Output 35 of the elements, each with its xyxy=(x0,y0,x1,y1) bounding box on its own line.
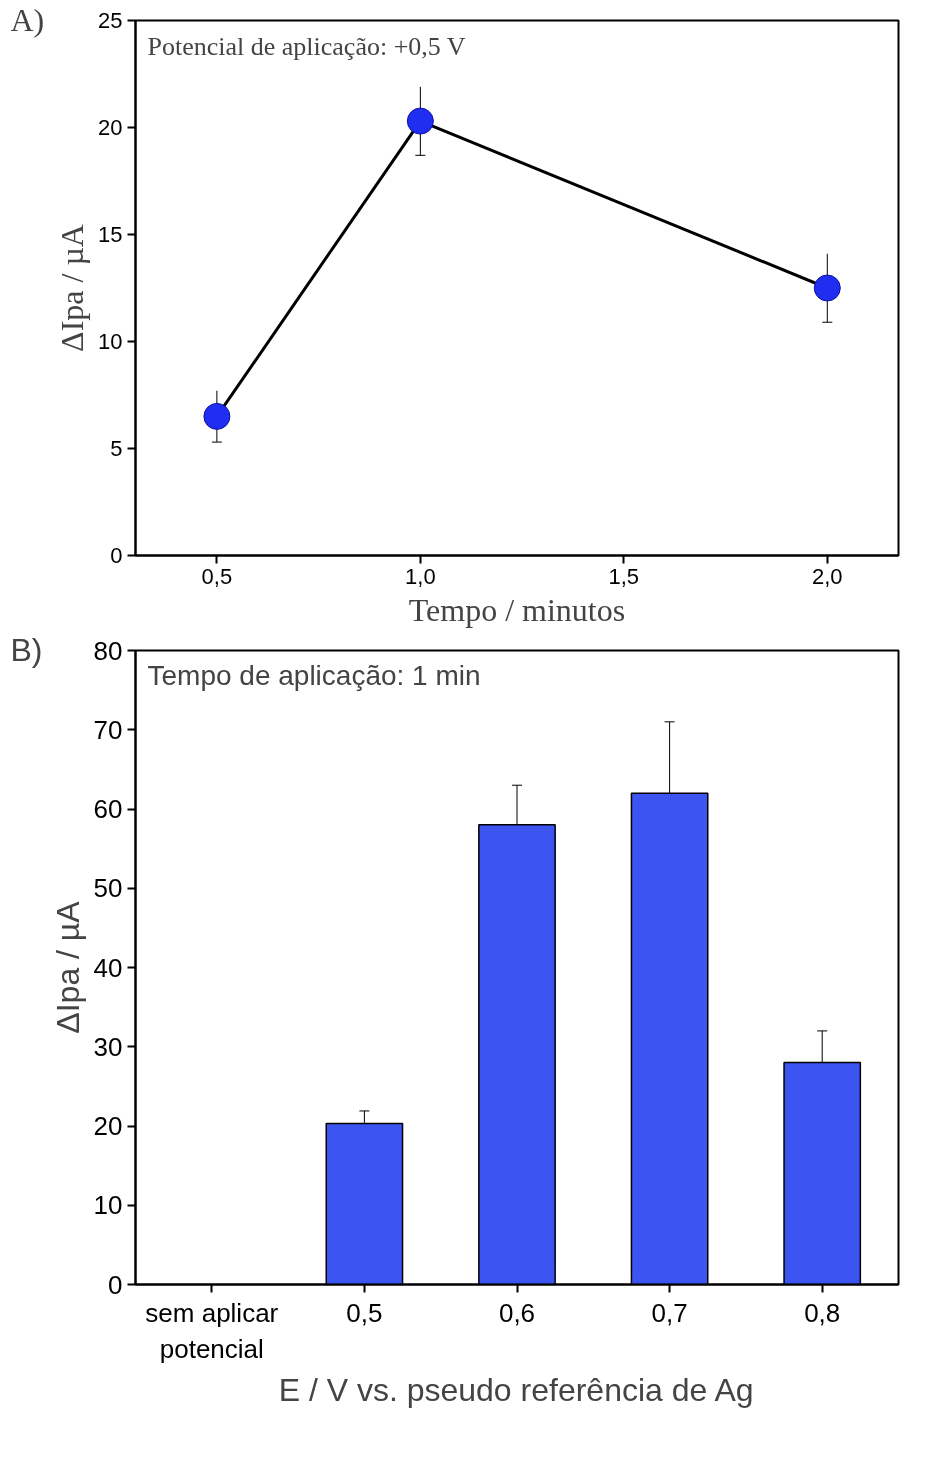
x-tick-label: 0,6 xyxy=(498,1297,536,1328)
x-tick-label: 0,7 xyxy=(651,1297,688,1328)
x-tick-label: 0,5 xyxy=(346,1297,383,1328)
y-tick-label: 60 xyxy=(93,794,123,824)
x-tick-label: 2,0 xyxy=(812,563,843,589)
y-tick-label: 0 xyxy=(108,1269,123,1300)
x-axis-title: E / V vs. pseudo referência de Ag xyxy=(278,1371,754,1408)
y-tick-label: 10 xyxy=(93,1190,123,1221)
y-tick-label: 10 xyxy=(98,329,123,354)
x-tick-label: 0,8 xyxy=(804,1297,841,1328)
text: A) xyxy=(10,1,45,38)
annotation: Potencial de aplicação: +0,5 V xyxy=(147,31,466,61)
y-tick-label: 20 xyxy=(98,115,123,140)
y-axis-title: ΔIpa / µA xyxy=(49,900,86,1034)
y-tick-label: 30 xyxy=(93,1031,123,1062)
point xyxy=(406,107,434,135)
y-tick-label: 20 xyxy=(93,1111,123,1141)
y-tick-label: 50 xyxy=(93,873,123,904)
point xyxy=(203,402,231,430)
y-tick-label: 40 xyxy=(93,952,123,983)
point xyxy=(813,274,841,302)
y-tick-label: 70 xyxy=(93,714,123,745)
y-tick-label: 0 xyxy=(110,543,123,568)
y-tick-label: 80 xyxy=(93,635,123,666)
y-tick-label: 25 xyxy=(98,8,123,33)
annotation: Tempo de aplicação: 1 min xyxy=(147,659,481,691)
x-tick-label: 1,0 xyxy=(405,563,436,589)
x-tick-label: 1,5 xyxy=(608,563,640,589)
y-tick-label: 15 xyxy=(98,222,123,247)
text: B) xyxy=(10,631,43,668)
x-tick-label: 0,5 xyxy=(201,563,233,589)
x-tick-label: sem aplicar potencial xyxy=(145,1297,279,1364)
x-axis-title: Tempo / minutos xyxy=(408,591,626,628)
y-axis-title: ΔIpa / µA xyxy=(54,224,91,352)
y-tick-label: 5 xyxy=(110,436,123,461)
